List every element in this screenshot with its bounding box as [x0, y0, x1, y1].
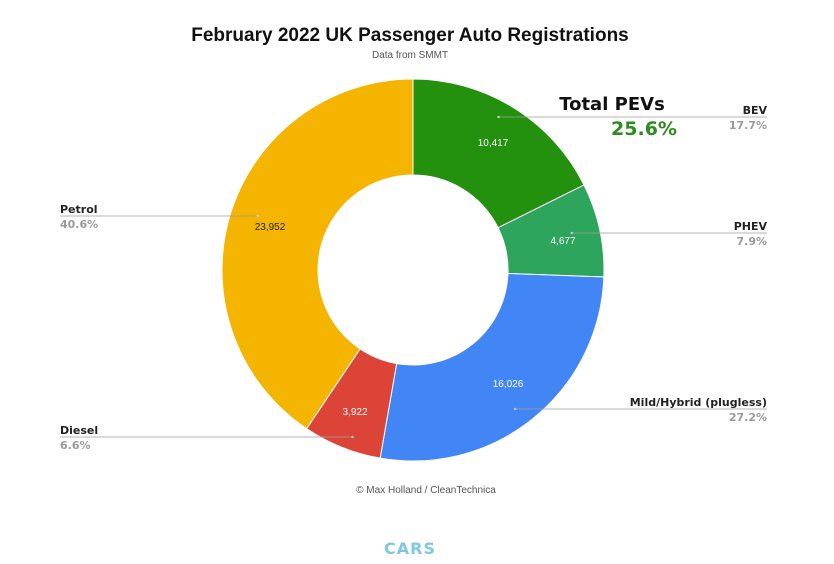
leader-dot	[256, 214, 259, 218]
slice-category-label: BEV	[743, 104, 768, 117]
donut-slices	[221, 78, 605, 462]
slice-value-labels: 10,417 4,677 16,026 3,922 23,952	[255, 138, 576, 418]
slice-category-label: Petrol	[60, 203, 98, 216]
slice-value-label: 23,952	[255, 222, 286, 233]
chart-credit: © Max Holland / CleanTechnica	[356, 485, 496, 496]
leader-dot	[570, 231, 573, 235]
slice-outer-labels: BEV 17.7% PHEV 7.9% Mild/Hybrid (plugless) 27…	[60, 104, 767, 452]
slice-bev	[412, 78, 585, 229]
slice-value-label: 10,417	[478, 138, 509, 149]
slice-value-label: 4,677	[550, 236, 575, 247]
slice-percent-label: 17.7%	[729, 119, 767, 132]
slice-percent-label: 6.6%	[60, 439, 91, 452]
leader-dot	[497, 115, 500, 119]
slice-value-label: 3,922	[342, 407, 367, 418]
total-pevs-value: 25.6%	[611, 118, 677, 140]
leader-dot	[351, 435, 354, 439]
slice-petrol	[221, 78, 414, 430]
slice-category-label: Diesel	[60, 424, 98, 437]
slice-value-label: 16,026	[493, 379, 524, 390]
footer-category-label: CARS	[384, 539, 436, 558]
slice-mild-hybrid-plugless	[379, 272, 605, 462]
slice-category-label: Mild/Hybrid (plugless)	[630, 396, 767, 409]
slice-percent-label: 27.2%	[729, 411, 767, 424]
slice-category-label: PHEV	[734, 220, 768, 233]
leader-dot	[513, 407, 517, 411]
total-pevs-title: Total PEVs	[559, 94, 665, 115]
slice-percent-label: 7.9%	[736, 235, 767, 248]
slice-percent-label: 40.6%	[60, 218, 98, 231]
chart-subtitle: Data from SMMT	[372, 50, 448, 61]
chart-title: February 2022 UK Passenger Auto Registra…	[191, 25, 629, 46]
leader-lines	[60, 115, 767, 439]
